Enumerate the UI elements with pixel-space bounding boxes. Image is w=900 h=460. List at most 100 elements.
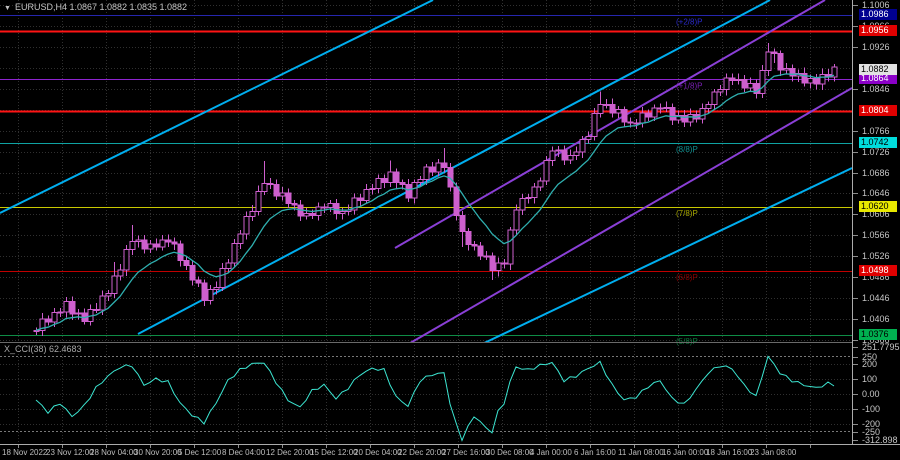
indicator-scale-label: -250 [862,427,881,437]
time-axis-label: 11 Jan 08:00 [618,448,664,457]
time-axis-label: 30 Nov 20:00 [134,448,182,457]
candle-body [207,289,214,302]
time-axis[interactable]: 18 Nov 2022 23 Nov 12:00 28 Nov 04:00 30 No… [0,445,900,460]
candle-body [807,78,814,84]
candlestick-series [33,42,838,337]
candle-body [213,287,220,291]
time-tick-mark [546,445,547,448]
symbol-dropdown-icon[interactable]: ▼ [4,5,11,12]
trendline-purple-channel-2[interactable] [405,87,852,346]
candle-body [75,312,82,315]
trendline-purple-channel-1[interactable] [394,0,826,249]
price-level-badge: 1.0804 [859,105,897,116]
price-axis[interactable]: 1.10061.09661.09261.08461.07661.07261.06… [853,0,900,445]
trendline-cyan-channel-2[interactable] [137,0,771,335]
candle-body [399,182,406,186]
trendline-cyan-channel-1[interactable] [0,0,434,214]
candle-body [525,196,532,200]
candle-body [669,107,676,121]
candle-body [561,149,568,161]
indicator-scale-label: -100 [862,404,881,414]
time-tick-mark [634,445,635,448]
candle-body [459,215,466,233]
candle-body [375,177,382,190]
time-axis-label: 12 Dec 20:00 [266,448,314,457]
time-axis-label: 23 Nov 12:00 [46,448,94,457]
indicator-scale-label: -312.898 [862,435,898,445]
candle-body [537,180,544,188]
time-axis-label: 8 Dec 04:00 [222,448,266,457]
candle-body [165,239,172,243]
moving-average-line[interactable] [35,73,835,332]
axis-tick-mark [853,440,858,441]
candle-body [387,171,394,183]
candle-body [141,239,148,250]
time-tick-mark [722,445,723,448]
candle-body [39,318,46,331]
axis-tick-mark [853,347,858,348]
indicator-scale-label: 251.7795 [862,342,900,352]
candle-body [93,308,100,311]
time-tick-mark [766,445,767,448]
price-level-badge: 1.0956 [859,25,897,36]
price-level-badge: 1.0620 [859,201,897,212]
candle-body [621,109,628,123]
price-tick-label: 1.0686 [862,168,890,178]
axis-tick-mark [853,173,858,174]
candle-body [435,162,442,173]
candle-body [147,243,154,250]
candle-body [747,83,754,89]
candle-body [723,77,730,91]
candle-body [789,68,796,77]
axis-tick-mark [853,298,858,299]
time-tick-mark [18,445,19,448]
candle-body [585,135,592,140]
candle-body [783,68,790,71]
candle-body [195,279,202,284]
axis-tick-mark [853,214,858,215]
candle-body [231,242,238,264]
axis-tick-mark [853,47,858,48]
price-level-badge: 1.0498 [859,265,897,276]
indicator-scale-label: 250 [862,352,878,362]
time-tick-mark [458,445,459,448]
candle-body [777,53,784,71]
candle-body [681,115,688,123]
axis-tick-mark [853,256,858,257]
indicator-scale-label: 100 [862,374,878,384]
candle-body [453,186,460,217]
candle-body [423,166,430,180]
price-tick-label: 1.0846 [862,84,890,94]
candle-body [477,245,484,257]
time-axis-label: 16 Jan 00:00 [662,448,709,457]
candle-body [129,240,136,250]
candle-body [267,183,274,186]
candle-body [699,108,706,120]
time-axis-label: 30 Dec 08:00 [486,448,534,457]
candle-body [159,239,166,248]
time-axis-label: 28 Nov 04:00 [90,448,138,457]
cci-line[interactable] [35,355,835,442]
axis-tick-mark [853,409,858,410]
candle-body [717,89,724,93]
candle-body [597,104,604,115]
trendline-cyan-channel-3[interactable] [478,167,852,346]
candle-body [633,122,640,125]
candle-body [69,301,76,315]
murrey-level-label: (+2/8)P [676,17,702,26]
price-level-badge: 1.0864 [859,73,897,84]
price-level-badge: 1.0742 [859,137,897,148]
candle-body [135,239,142,242]
symbol-ohlc-text: EURUSD,H4 1.0867 1.0882 1.0835 1.0882 [14,2,188,12]
chart-canvas[interactable]: (+2/8)P (+1/8)P (8/8)P (7/8)P (6/8)P (5/8)P [0,0,852,444]
time-axis-label: 18 Nov 2022 [2,448,48,457]
candle-body [483,255,490,258]
candle-body [111,275,118,294]
time-tick-mark [106,445,107,448]
candle-body [759,69,766,94]
candle-body [471,243,478,247]
candle-body [405,184,412,199]
candle-body [831,66,838,78]
candle-body [117,269,124,277]
